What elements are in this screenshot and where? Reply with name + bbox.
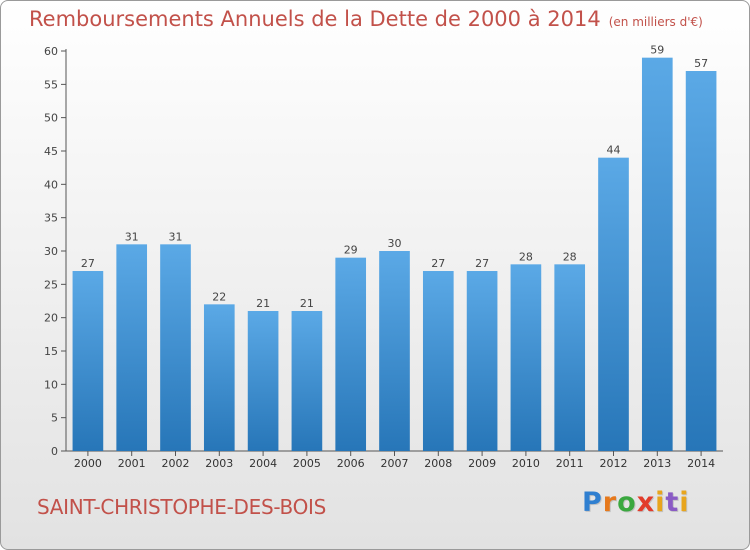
- x-tick-label: 2010: [512, 457, 540, 470]
- data-label: 31: [125, 230, 139, 243]
- y-tick-label: 25: [44, 278, 58, 291]
- bar: [598, 157, 629, 451]
- x-tick-label: 2007: [381, 457, 409, 470]
- data-label: 29: [344, 244, 358, 257]
- bar: [247, 311, 279, 451]
- y-tick-label: 30: [44, 245, 58, 258]
- y-tick-label: 45: [44, 145, 58, 158]
- bar: [422, 271, 454, 451]
- data-label: 28: [563, 250, 577, 263]
- x-tick-label: 2012: [600, 457, 628, 470]
- y-tick-label: 10: [44, 378, 58, 391]
- y-tick-label: 5: [51, 412, 58, 425]
- bar: [335, 257, 367, 451]
- y-tick-label: 20: [44, 312, 58, 325]
- y-tick-label: 55: [44, 78, 58, 91]
- bar: [466, 271, 498, 451]
- y-tick-label: 0: [51, 445, 58, 458]
- proxiti-logo: Proxiti: [582, 487, 690, 518]
- bar: [160, 244, 191, 451]
- units-label: (en milliers d'€): [608, 15, 703, 29]
- bar: [685, 71, 717, 451]
- y-tick-label: 40: [44, 178, 58, 191]
- data-label: 27: [431, 257, 445, 270]
- bar: [379, 251, 410, 451]
- data-label: 31: [169, 230, 183, 243]
- x-tick-label: 2005: [293, 457, 321, 470]
- bars: [72, 57, 717, 452]
- chart-title: Remboursements Annuels de la Dette de 20…: [29, 7, 703, 31]
- x-tick-label: 2008: [424, 457, 452, 470]
- bar: [203, 304, 235, 451]
- bar: [291, 311, 323, 451]
- x-tick-label: 2009: [468, 457, 496, 470]
- data-label: 30: [388, 237, 402, 250]
- data-label: 27: [81, 257, 95, 270]
- bar: [116, 244, 148, 451]
- y-tick-label: 35: [44, 212, 58, 225]
- commune-name: SAINT-CHRISTOPHE-DES-BOIS: [37, 495, 327, 519]
- axes: 0 5 10 15 20 25 30 35 40 45 50 55 60 2000 2001 2002 2003…: [44, 45, 723, 470]
- data-label: 21: [300, 297, 314, 310]
- data-label: 21: [256, 297, 270, 310]
- y-tick-label: 60: [44, 45, 58, 58]
- data-label: 27: [475, 257, 489, 270]
- data-label: 44: [607, 144, 621, 157]
- y-tick-label: 15: [44, 345, 58, 358]
- x-tick-label: 2014: [687, 457, 715, 470]
- bar: [641, 57, 673, 452]
- data-labels: 27 31 31 22 21 21 29 30 27 27 28 28 44 59 57: [81, 44, 708, 310]
- title-text: Remboursements Annuels de la Dette de 20…: [29, 7, 601, 31]
- x-tick-label: 2011: [556, 457, 584, 470]
- bar: [72, 271, 104, 451]
- data-label: 57: [694, 57, 708, 70]
- data-label: 22: [212, 290, 226, 303]
- data-label: 28: [519, 250, 533, 263]
- x-tick-label: 2001: [118, 457, 146, 470]
- x-tick-label: 2000: [74, 457, 102, 470]
- x-tick-label: 2003: [205, 457, 233, 470]
- x-tick-label: 2004: [249, 457, 277, 470]
- bar: [510, 264, 542, 451]
- x-tick-label: 2013: [643, 457, 671, 470]
- bar: [554, 264, 586, 451]
- x-tick-label: 2006: [337, 457, 365, 470]
- y-tick-label: 50: [44, 112, 58, 125]
- x-tick-label: 2002: [162, 457, 190, 470]
- data-label: 59: [650, 44, 664, 57]
